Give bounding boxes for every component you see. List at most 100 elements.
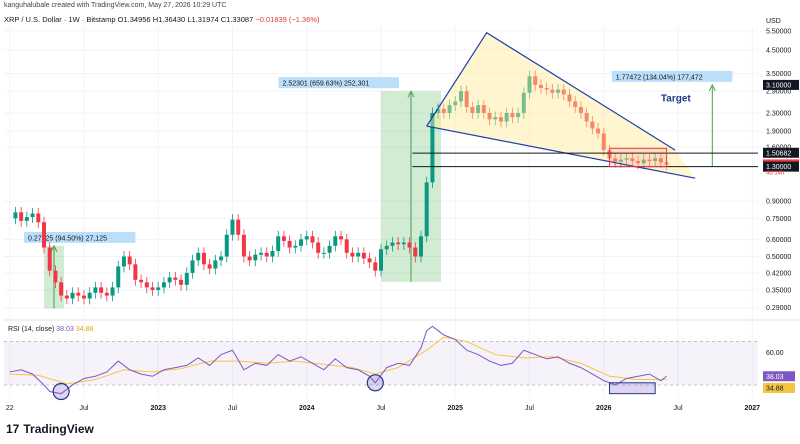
candle-body xyxy=(556,89,561,93)
candle-body xyxy=(167,277,172,283)
measure-label-box xyxy=(278,77,399,89)
candle-body xyxy=(453,101,458,106)
price-badge xyxy=(763,161,799,172)
symbol-name[interactable]: XRP / U.S. Dollar · 1W · Bitstamp xyxy=(4,15,116,24)
candle-body xyxy=(601,133,606,151)
candle-body xyxy=(487,112,492,120)
candle-body xyxy=(241,234,246,257)
candle-body xyxy=(224,234,229,257)
candle-body xyxy=(264,252,269,257)
candle-body xyxy=(521,92,526,113)
candle-body xyxy=(321,252,326,254)
candle-body xyxy=(424,182,429,237)
measure-label-box xyxy=(23,231,136,243)
candle-body xyxy=(299,239,304,246)
candle-body xyxy=(356,252,361,257)
candle-body xyxy=(161,282,166,288)
time-tick-label: 22 xyxy=(6,405,14,412)
tradingview-logo-icon: 17 xyxy=(6,422,20,436)
price-badge xyxy=(763,147,799,158)
candle-body xyxy=(116,266,121,288)
candle-body xyxy=(396,242,401,245)
candle-body xyxy=(333,236,338,246)
grid xyxy=(4,26,758,398)
price-tick-label: 4.50000 xyxy=(766,47,791,54)
footer-brand: 17 TradingView xyxy=(6,422,94,436)
rsi-oversold-marker xyxy=(366,374,384,392)
candle-body xyxy=(30,213,35,218)
candle-body xyxy=(24,217,29,221)
candle-body xyxy=(350,252,355,257)
rsi-value-label: 38.03 xyxy=(766,374,784,381)
candle-body xyxy=(99,287,104,293)
candle-body xyxy=(230,219,235,235)
candle-body xyxy=(19,212,24,221)
candle-body xyxy=(219,256,224,261)
candle-body xyxy=(253,254,258,261)
candle-body xyxy=(156,287,161,291)
candle-body xyxy=(436,108,441,113)
candle-body xyxy=(550,89,555,93)
candle-body xyxy=(527,76,532,93)
candle-body xyxy=(390,242,395,246)
candle-body xyxy=(458,91,463,102)
price-tick-label: 1.90000 xyxy=(766,128,791,135)
candle-body xyxy=(641,159,646,164)
candle-body xyxy=(281,236,286,241)
candle-body xyxy=(481,105,486,113)
candle-body xyxy=(510,112,515,118)
rsi-highlight-box xyxy=(608,382,656,395)
consolidation-box xyxy=(608,147,668,168)
candle-body xyxy=(327,245,332,253)
candle-body xyxy=(658,158,663,163)
time-tick-label: 2027 xyxy=(744,405,760,412)
candle-body xyxy=(418,236,423,257)
time-tick-label: 2024 xyxy=(299,405,315,412)
candle-body xyxy=(516,112,521,118)
candle-body xyxy=(413,247,418,257)
price-tick-label: 0.42000 xyxy=(766,270,791,277)
rsi-line xyxy=(9,325,667,395)
candle-body xyxy=(276,236,281,252)
price-tick-label: 0.75000 xyxy=(766,216,791,223)
candle-body xyxy=(407,242,412,248)
measure-label: 2.52301 (659.63%) 252,301 xyxy=(283,81,370,88)
candle-body xyxy=(287,240,292,248)
candle-body xyxy=(447,105,452,113)
candle-body xyxy=(304,236,309,240)
time-tick-label: Jul xyxy=(525,405,534,412)
price-tick-label: 2.90000 xyxy=(766,89,791,96)
brand-name: TradingView xyxy=(23,422,94,436)
ohlc-low: L1.31974 xyxy=(187,15,219,24)
ohlc-open: O1.34956 xyxy=(117,15,151,24)
candle-body xyxy=(384,245,389,250)
candle-body xyxy=(367,258,372,263)
candle-body xyxy=(470,107,475,113)
price-tick-label: 0.60000 xyxy=(766,237,791,244)
price-tick-label: 3.50000 xyxy=(766,71,791,78)
candle-body xyxy=(504,112,509,122)
candle-body xyxy=(93,287,98,293)
candle-body xyxy=(498,117,503,122)
candle-body xyxy=(133,264,138,280)
candle-body xyxy=(464,91,469,108)
candle-body xyxy=(207,264,212,269)
rsi-tick-label: 60.00 xyxy=(766,350,784,357)
price-badge xyxy=(763,79,799,90)
measure-label: 1.77472 (134.04%) 177,472 xyxy=(616,74,703,81)
rsi-ma-label: 34.88 xyxy=(766,385,784,392)
candle-body xyxy=(344,239,349,253)
wedge-upper-line xyxy=(426,31,676,151)
candle-body xyxy=(538,84,543,88)
rsi-ma-badge xyxy=(763,382,795,393)
candle-body xyxy=(64,295,69,299)
candle-body xyxy=(236,219,241,235)
rsi-title-ma: 34.88 xyxy=(76,326,94,333)
candle-body xyxy=(596,128,601,134)
candle-body xyxy=(647,159,652,162)
candle-body xyxy=(373,262,378,271)
candle-body xyxy=(316,242,321,253)
candle-body xyxy=(173,277,178,280)
